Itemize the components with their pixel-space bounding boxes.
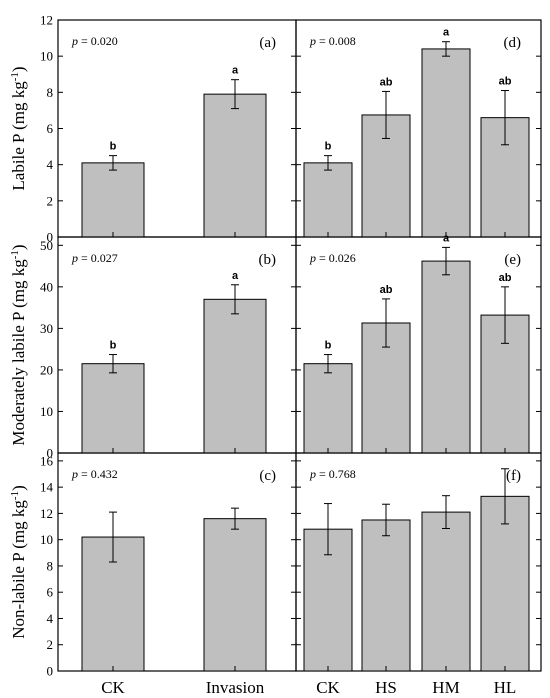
significance-letter: ab [499, 76, 512, 88]
y-tick-label: 6 [47, 585, 54, 600]
y-tick-label: 0 [47, 230, 54, 245]
significance-letter: a [232, 65, 239, 77]
y-tick-label: 10 [40, 532, 53, 547]
bar-ck [303, 363, 353, 454]
y-tick-label: 12 [40, 506, 53, 521]
bar-hm [421, 260, 471, 454]
panel-c: 0 2 4 6 8 10 12 14 16 p = 0.432 (c) CK Invasion [40, 452, 297, 697]
significance-letter: b [110, 141, 117, 153]
y-tick-label: 12 [40, 13, 53, 28]
panel-f: p = 0.768 (f) CK HS HM HL [295, 452, 542, 697]
x-category-label: Invasion [206, 678, 265, 697]
panel-label: (d) [504, 35, 522, 51]
bar-ck [81, 363, 145, 454]
significance-letter: ab [380, 284, 393, 296]
panel-label: (a) [259, 35, 276, 51]
y-tick-label: 6 [47, 121, 54, 136]
bar-hm [421, 48, 471, 238]
panel-frame [295, 452, 542, 672]
y-tick-label: 14 [40, 480, 54, 495]
bar-ck [303, 162, 353, 238]
p-value: p = 0.768 [309, 467, 356, 481]
y-tick-label: 10 [40, 49, 53, 64]
p-value: p = 0.008 [309, 34, 356, 48]
x-category-label: HM [432, 678, 459, 697]
y-tick-label: 40 [40, 279, 53, 294]
bar-hl [480, 495, 530, 672]
significance-letter: a [232, 270, 239, 282]
significance-letter: ab [499, 272, 512, 284]
significance-letter: ab [380, 76, 393, 88]
y-tick-label: 8 [47, 558, 54, 573]
bar-invasion [203, 518, 267, 672]
y-axis-title: Labile P (mg kg-1) [9, 66, 28, 190]
panel-label: (c) [259, 468, 276, 484]
panel-d: b ab a ab p = 0.008 (d) [295, 19, 542, 238]
p-value: p = 0.020 [71, 34, 118, 48]
bar-hm [421, 511, 471, 672]
y-tick-label: 2 [47, 637, 54, 652]
panel-label: (b) [259, 252, 277, 268]
y-tick-label: 2 [47, 193, 54, 208]
x-category-label: CK [316, 678, 340, 697]
x-category-label: HS [375, 678, 397, 697]
y-tick-label: 16 [40, 453, 54, 468]
significance-letter: a [443, 27, 450, 39]
p-value: p = 0.026 [309, 251, 356, 265]
p-value: p = 0.027 [71, 251, 118, 265]
y-axis-title: Moderately labile P (mg kg-1) [9, 244, 28, 445]
significance-letter: a [443, 232, 450, 244]
y-tick-label: 20 [40, 362, 53, 377]
y-tick-label: 30 [40, 321, 53, 336]
x-category-label: HL [494, 678, 517, 697]
y-tick-label: 10 [40, 404, 53, 419]
y-tick-label: 4 [47, 157, 54, 172]
bar-invasion [203, 93, 267, 238]
y-axis-title: Non-labile P (mg kg-1) [9, 485, 28, 639]
y-tick-label: 0 [47, 664, 54, 679]
significance-letter: b [325, 141, 332, 153]
significance-letter: b [325, 340, 332, 352]
bar-invasion [203, 298, 267, 454]
p-value: p = 0.432 [71, 467, 118, 481]
significance-letter: b [110, 340, 117, 352]
bar-ck [81, 162, 145, 238]
panel-label: (f) [506, 468, 521, 484]
y-axis-labels: Labile P (mg kg-1) Moderately labile P (m… [9, 66, 28, 638]
y-tick-label: 8 [47, 85, 54, 100]
x-category-label: CK [101, 678, 125, 697]
panel-b: b a 0 10 20 30 40 50 p = 0.027 (b) [40, 236, 297, 461]
panel-a: b a 0 2 4 6 8 10 12 p = 0.020 (a) [40, 13, 297, 245]
panel-e: b ab a ab p = 0.026 (e) [295, 232, 542, 454]
panel-label: (e) [504, 252, 521, 268]
y-tick-label: 0 [47, 446, 54, 461]
y-tick-label: 4 [47, 611, 54, 626]
y-tick-label: 50 [40, 238, 53, 253]
bar-hs [361, 519, 411, 672]
